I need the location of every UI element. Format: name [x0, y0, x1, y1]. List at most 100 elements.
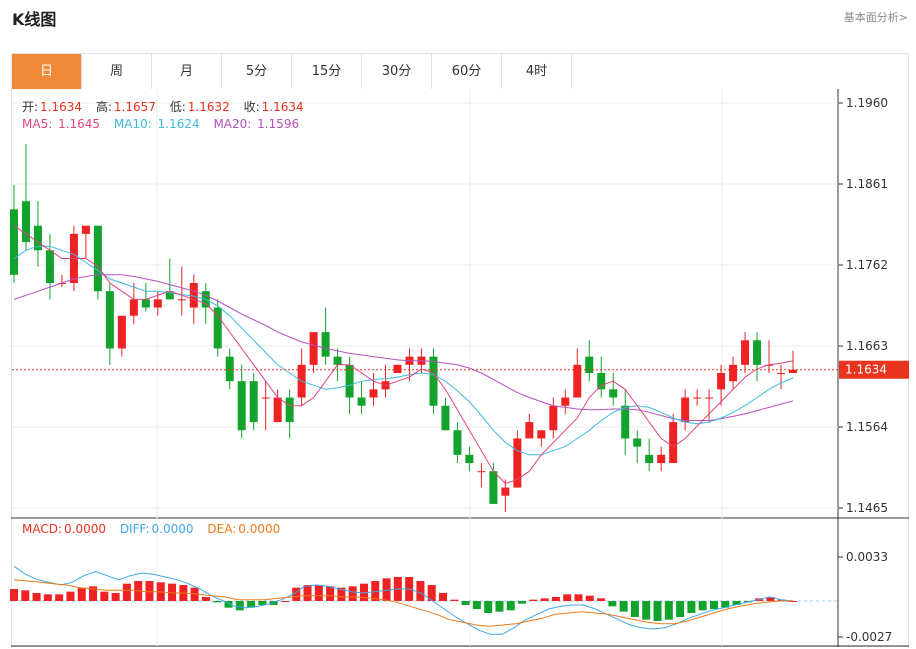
ma20-line: [13, 274, 794, 421]
candle-body: [453, 430, 462, 455]
dea-value: 0.0000: [238, 522, 281, 536]
candle-body: [81, 225, 90, 234]
macd-tick-label: 0.0033: [846, 550, 888, 564]
tab-15min[interactable]: 15分: [292, 54, 362, 89]
candle-body: [633, 438, 642, 447]
macd-histogram-bar: [472, 601, 481, 609]
ma10-line: [13, 245, 794, 456]
macd-histogram-bar: [495, 601, 504, 612]
ma-readout: MA5: 1.1645 MA10: 1.1624 MA20: 1.1596: [22, 117, 301, 131]
ma5-value: 1.1645: [58, 117, 101, 131]
dea-label: DEA:: [207, 522, 237, 536]
candle-body: [681, 397, 690, 423]
candle-body: [621, 405, 630, 439]
candle-body: [441, 405, 450, 431]
candle-body: [10, 209, 18, 275]
open-value: 1.1634: [40, 100, 83, 114]
macd-histogram-bar: [777, 599, 786, 601]
macd-histogram-bar: [247, 601, 256, 608]
tab-30min[interactable]: 30分: [362, 54, 432, 89]
ma5-line: [13, 225, 794, 485]
candle-body: [369, 389, 378, 398]
candle-body: [513, 438, 522, 488]
tab-month[interactable]: 月: [152, 54, 222, 89]
ohlc-readout: 开: 1.1634 高: 1.1657 低: 1.1632 收: 1.1634: [22, 98, 306, 115]
candle-body: [321, 332, 330, 357]
macd-tick-label: -0.0027: [846, 630, 892, 644]
candle-body: [465, 454, 474, 463]
tab-60min[interactable]: 60分: [432, 54, 502, 89]
low-label: 低:: [169, 100, 186, 114]
macd-histogram-bar: [258, 601, 267, 605]
candle-body: [717, 373, 726, 390]
candle-body: [693, 397, 702, 399]
macd-histogram-bar: [664, 601, 673, 620]
macd-histogram-bar: [766, 597, 775, 601]
candle-body: [105, 291, 114, 349]
candle-body: [501, 487, 510, 496]
macd-histogram-bar: [55, 594, 64, 601]
candle-body: [429, 356, 438, 406]
macd-histogram-bar: [585, 595, 594, 601]
candle-body: [789, 369, 797, 373]
candle-body: [585, 356, 594, 373]
macd-histogram-bar: [630, 601, 639, 617]
macd-histogram-bar: [551, 597, 560, 601]
candle-body: [285, 397, 294, 423]
macd-histogram-bar: [687, 601, 696, 613]
macd-histogram-bar: [213, 601, 222, 603]
macd-histogram-bar: [371, 581, 380, 601]
macd-histogram-bar: [529, 599, 538, 601]
candle-body: [741, 340, 750, 365]
macd-histogram-bar: [619, 601, 628, 612]
diff-line: [13, 565, 794, 635]
macd-histogram-bar: [66, 591, 75, 601]
macd-readout: MACD: 0.0000 DIFF: 0.0000 DEA: 0.0000: [22, 522, 282, 536]
macd-histogram-bar: [461, 601, 470, 605]
macd-histogram-bar: [337, 587, 346, 601]
low-value: 1.1632: [187, 100, 230, 114]
candle-body: [273, 397, 282, 423]
macd-histogram-bar: [326, 586, 335, 601]
candle-body: [657, 454, 666, 463]
fundamental-analysis-link[interactable]: 基本面分析>: [843, 11, 908, 24]
tab-day[interactable]: 日: [12, 54, 82, 89]
candle-body: [669, 422, 678, 463]
price-tick-label: 1.1861: [846, 177, 888, 191]
candle-body: [393, 364, 402, 373]
macd-histogram-bar: [122, 583, 131, 601]
candle-body: [333, 356, 342, 365]
close-label: 收:: [243, 100, 260, 114]
macd-histogram-bar: [676, 601, 685, 617]
macd-histogram-bar: [235, 601, 244, 611]
macd-histogram-bar: [89, 586, 98, 601]
tab-4hour[interactable]: 4时: [502, 54, 572, 89]
macd-histogram-bar: [359, 583, 368, 601]
macd-histogram-bar: [168, 583, 177, 601]
macd-histogram-bar: [100, 591, 109, 601]
candle-body: [765, 364, 774, 366]
tab-5min[interactable]: 5分: [222, 54, 292, 89]
macd-histogram-bar: [439, 593, 448, 601]
tab-week[interactable]: 周: [82, 54, 152, 89]
high-label: 高:: [95, 100, 112, 114]
price-tick-label: 1.1663: [846, 339, 888, 353]
candle-body: [261, 397, 270, 399]
candle-body: [237, 381, 246, 431]
candle-body: [705, 397, 714, 399]
macd-histogram-bar: [721, 601, 730, 608]
candle-body: [609, 389, 618, 398]
close-value: 1.1634: [261, 100, 304, 114]
candle-body: [645, 454, 654, 463]
candle-body: [189, 283, 198, 308]
macd-histogram-bar: [21, 590, 30, 601]
candle-body: [345, 364, 354, 398]
macd-histogram-bar: [416, 581, 425, 601]
macd-histogram-bar: [540, 598, 549, 601]
macd-histogram-bar: [597, 598, 606, 601]
price-tick-label: 1.1762: [846, 258, 888, 272]
dea-line: [13, 579, 793, 627]
candle-body: [525, 422, 534, 439]
price-tick-label: 1.1960: [846, 96, 888, 110]
